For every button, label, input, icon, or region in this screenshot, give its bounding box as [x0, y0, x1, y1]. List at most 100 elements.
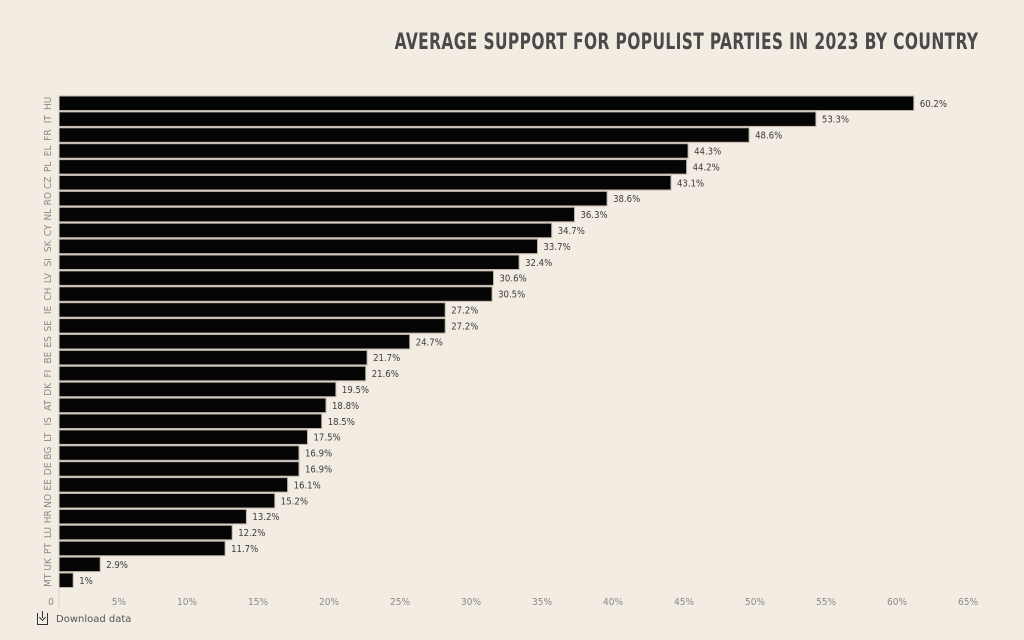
bar-ee: [58, 477, 289, 493]
category-label-mt: MT: [43, 573, 54, 587]
category-label-bg: BG: [43, 447, 54, 460]
value-label: 19.5%: [342, 385, 369, 396]
category-label-hr: HR: [43, 510, 54, 523]
category-label-lv: LV: [43, 272, 54, 283]
bar-nl: [58, 206, 575, 223]
value-label: 17.5%: [314, 433, 341, 444]
category-label-cz: CZ: [43, 177, 54, 189]
value-label: 33.7%: [544, 242, 571, 253]
category-label-cy: CY: [43, 224, 54, 236]
x-tick-label: 15%: [248, 597, 268, 608]
bar-si: [58, 254, 520, 270]
bar-dk: [58, 381, 337, 398]
bar-sk: [58, 238, 538, 255]
value-label: 16.9%: [305, 464, 332, 475]
category-labels: HU IT FR EL PL CZ RO NL CY SK SI LV CH IE SE ES BE FI DK AT…: [43, 97, 54, 587]
value-label: 18.5%: [328, 417, 355, 428]
value-label: 21.7%: [373, 353, 400, 364]
value-label: 36.3%: [581, 210, 608, 221]
category-label-dk: DK: [43, 382, 54, 396]
bar-uk: [58, 556, 101, 573]
bar-de: [58, 461, 300, 477]
value-label: 13.2%: [252, 512, 279, 523]
value-label: 27.2%: [451, 306, 478, 317]
x-axis-ticks: 0 5% 10% 15% 20% 25% 30% 35% 40% 45% 50% 55% 60% 65%: [48, 597, 978, 608]
bar-hu: [58, 95, 915, 111]
value-label: 15.2%: [281, 496, 308, 507]
bar-cy: [58, 222, 553, 239]
bar-bg: [58, 445, 300, 461]
x-tick-label: 50%: [745, 597, 765, 608]
bar-lt: [58, 429, 308, 445]
bar-pl: [58, 159, 688, 175]
bar-hr: [58, 508, 247, 525]
category-label-lu: LU: [43, 527, 54, 538]
value-label: 44.2%: [693, 162, 720, 173]
category-label-se: SE: [43, 320, 54, 332]
x-tick-label: 60%: [887, 597, 907, 608]
category-label-fr: FR: [43, 129, 54, 140]
category-label-be: BE: [43, 351, 54, 363]
value-label: 44.3%: [694, 146, 721, 157]
category-label-sk: SK: [43, 239, 54, 252]
bar-fi: [58, 365, 367, 382]
bar-ro: [58, 190, 608, 207]
value-label: 27.2%: [451, 321, 478, 332]
bar-cz: [58, 175, 672, 191]
category-label-ee: EE: [43, 479, 54, 491]
x-tick-label: 65%: [958, 597, 978, 608]
bar-lu: [58, 524, 233, 541]
category-label-it: IT: [43, 115, 54, 124]
category-label-es: ES: [43, 336, 54, 348]
bar-el: [58, 143, 689, 159]
x-tick-label: 40%: [603, 597, 623, 608]
value-label: 32.4%: [525, 258, 552, 269]
x-tick-label: 20%: [319, 597, 339, 608]
category-label-pl: PL: [43, 162, 54, 172]
bar-se: [58, 318, 446, 334]
value-label: 30.5%: [498, 290, 525, 301]
x-tick-label: 55%: [816, 597, 836, 608]
bars-group: 60.2% 53.3% 48.6% 44.3% 44.2% 43.1% 38.6% 36.3%…: [58, 95, 947, 588]
value-label: 21.6%: [372, 369, 399, 380]
download-data-label[interactable]: Download data: [56, 613, 132, 625]
value-label: 43.1%: [677, 178, 704, 189]
x-tick-label: 0: [48, 597, 54, 608]
bar-no: [58, 493, 276, 509]
category-label-is: IS: [43, 417, 54, 426]
bar-is: [58, 413, 323, 429]
value-label: 11.7%: [231, 544, 258, 555]
chart-title: AVERAGE SUPPORT FOR POPULIST PARTIES IN …: [394, 30, 978, 55]
x-tick-label: 45%: [674, 597, 694, 608]
bar-lv: [58, 270, 494, 286]
category-label-nl: NL: [43, 209, 54, 221]
value-label: 16.9%: [305, 449, 332, 460]
x-tick-label: 30%: [461, 597, 481, 608]
value-label: 38.6%: [613, 194, 640, 205]
category-label-ch: CH: [43, 288, 54, 301]
category-label-lt: LT: [43, 432, 54, 442]
bar-mt: [58, 572, 74, 588]
value-label: 34.7%: [558, 226, 585, 237]
value-label: 18.8%: [332, 401, 359, 412]
category-label-si: SI: [43, 258, 54, 266]
x-tick-label: 25%: [390, 597, 410, 608]
value-label: 2.9%: [106, 560, 128, 571]
bar-pt: [58, 540, 226, 557]
value-label: 1%: [79, 576, 93, 587]
value-label: 16.1%: [294, 480, 321, 491]
category-label-no: NO: [43, 494, 54, 508]
category-label-pt: PT: [43, 543, 54, 554]
category-label-de: DE: [43, 462, 54, 475]
category-label-fi: FI: [43, 370, 54, 378]
bar-be: [58, 349, 368, 366]
value-label: 53.3%: [822, 115, 849, 126]
x-tick-label: 5%: [112, 597, 127, 608]
category-label-hu: HU: [43, 97, 54, 110]
value-label: 12.2%: [238, 528, 265, 539]
bar-es: [58, 334, 411, 350]
category-label-ie: IE: [43, 306, 54, 315]
download-data-button[interactable]: Download data: [37, 611, 132, 625]
category-label-ro: RO: [43, 192, 54, 205]
